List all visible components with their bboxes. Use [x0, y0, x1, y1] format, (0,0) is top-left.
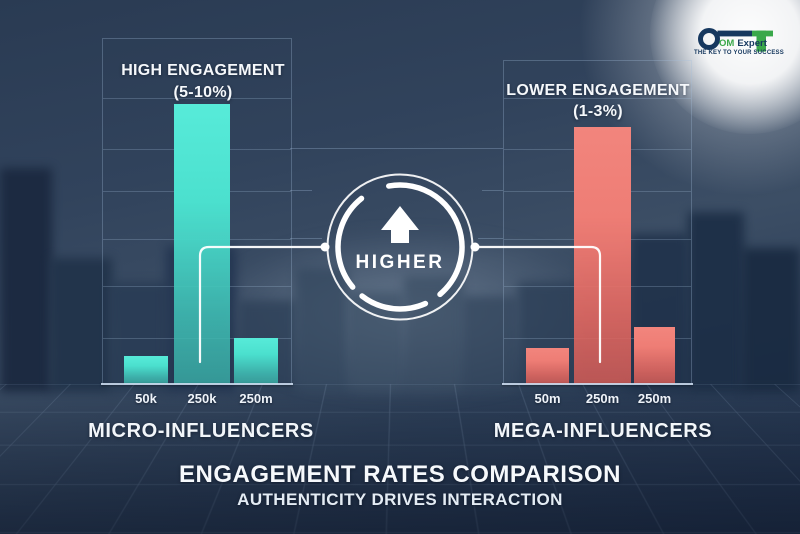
- x-axis-line: [502, 383, 693, 385]
- tick-label-250m: 250m: [637, 391, 672, 406]
- tick-label-250k: 250k: [187, 391, 217, 406]
- bar-250m: [234, 338, 278, 384]
- badge-outer-ring: [326, 173, 474, 321]
- brand-name-navy: Expert: [737, 38, 767, 49]
- building-silhouette: [50, 258, 112, 392]
- badge-label: HIGHER: [356, 252, 445, 273]
- right-chart-range: (1-3%): [573, 103, 623, 120]
- bar-250m: [574, 127, 631, 384]
- connector-line-left: [198, 245, 327, 364]
- main-subtitle: AUTHENTICITY DRIVES INTERACTION: [237, 490, 563, 509]
- brand-name-green: OM: [719, 38, 735, 49]
- arrow-up-icon: [381, 206, 419, 243]
- key-icon: [698, 28, 773, 52]
- gridline: [103, 98, 291, 99]
- floor-shade: [0, 383, 800, 534]
- gridline-extension: [290, 190, 312, 191]
- left-chart-title: HIGH ENGAGEMENT: [121, 62, 285, 79]
- tick-label-250m: 250m: [585, 391, 620, 406]
- building-silhouette: [742, 248, 800, 392]
- connector-line-right: [473, 245, 602, 364]
- tick-label-50k: 50k: [135, 391, 157, 406]
- x-axis-line: [101, 383, 293, 385]
- gridline-extension: [482, 190, 503, 191]
- bar-50k: [124, 356, 168, 384]
- brand-tagline: THE KEY TO YOUR SUCCESS: [694, 50, 784, 56]
- brand-name: OM Expert: [719, 38, 767, 49]
- gridline-extension: [290, 238, 322, 239]
- right-chart-title: LOWER ENGAGEMENT: [506, 82, 690, 99]
- main-title: ENGAGEMENT RATES COMPARISON: [179, 461, 621, 488]
- building-silhouette: [0, 168, 52, 392]
- building-silhouette: [462, 296, 518, 392]
- building-silhouette: [688, 212, 744, 392]
- brand-logo: OM Expert THE KEY TO YOUR SUCCESS: [690, 20, 790, 66]
- tick-label-250m: 250m: [239, 391, 273, 406]
- badge-arc-ring: [335, 182, 465, 312]
- gridline: [504, 98, 691, 99]
- building-silhouette: [296, 268, 348, 392]
- left-chart-range: (5-10%): [173, 84, 233, 101]
- gridline-extension: [478, 238, 503, 239]
- left-group-label: MICRO-INFLUENCERS: [88, 420, 314, 442]
- tick-label-50m: 50m: [534, 391, 561, 406]
- micro-influencers-chart-panel: 50k 250k 250m: [101, 38, 293, 406]
- right-group-label: MEGA-INFLUENCERS: [493, 420, 713, 442]
- bar-250m: [634, 327, 675, 384]
- mega-influencers-chart-panel: 50m 250m 250m: [502, 60, 693, 406]
- bar-50m: [526, 348, 569, 384]
- gridline-extension: [290, 148, 503, 149]
- bar-250k: [174, 104, 230, 384]
